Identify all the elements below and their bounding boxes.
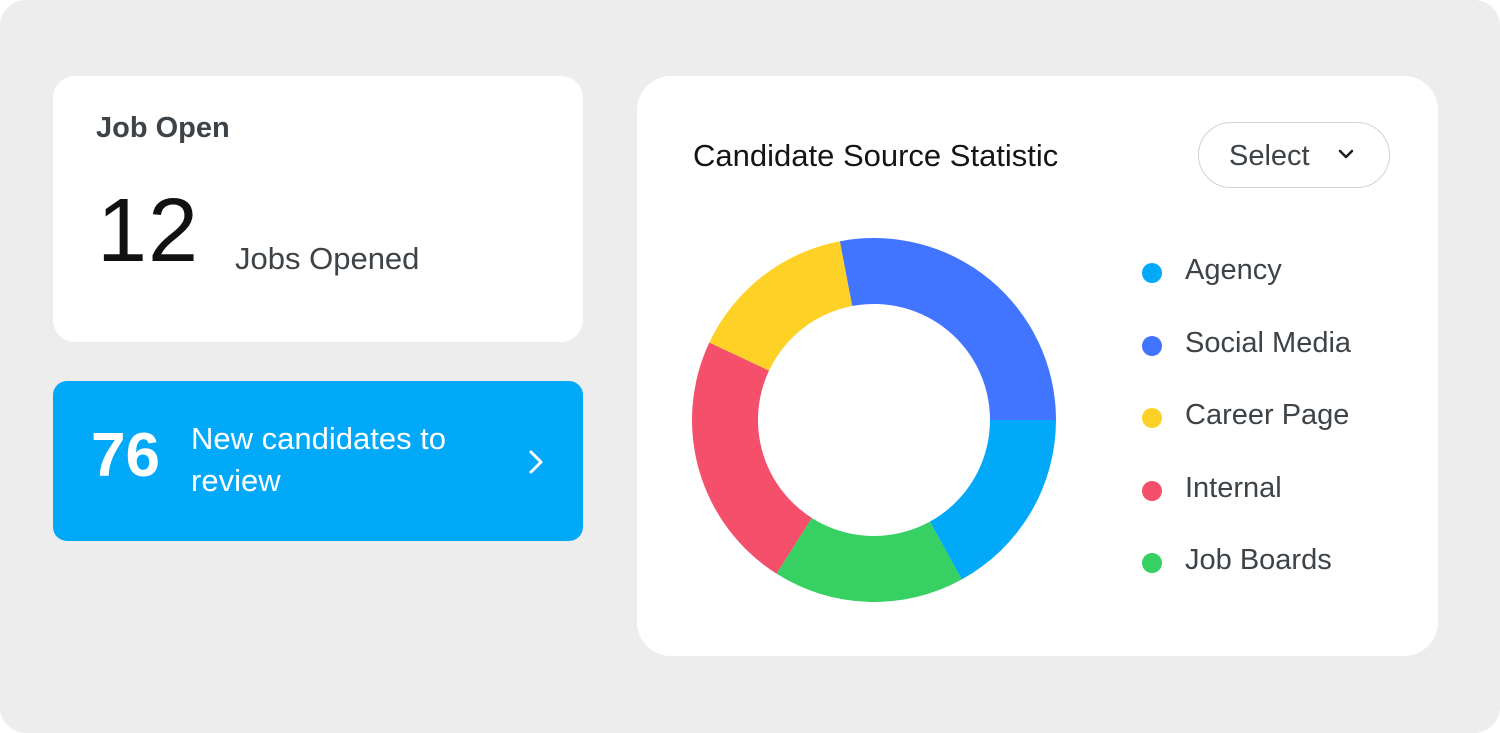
jobs-opened-label: Jobs Opened xyxy=(235,241,420,276)
legend-item-agency: Agency xyxy=(1142,254,1402,294)
job-open-title: Job Open xyxy=(96,112,230,144)
jobs-opened-count: 12 xyxy=(97,181,200,281)
chart-title: Candidate Source Statistic xyxy=(693,138,1059,173)
candidate-source-donut-chart xyxy=(692,238,1056,602)
donut-slice-job-boards xyxy=(776,517,962,602)
candidate-source-card: Candidate Source Statistic Select Agency… xyxy=(637,76,1438,656)
legend-label-job-boards: Job Boards xyxy=(1185,544,1332,576)
legend-item-internal: Internal xyxy=(1142,472,1402,512)
select-label: Select xyxy=(1229,140,1310,172)
donut-slice-social-media xyxy=(839,238,1056,420)
new-candidates-review-button[interactable]: 76 New candidates to review xyxy=(53,381,583,541)
chevron-right-icon xyxy=(529,450,543,474)
legend-dot-career-page xyxy=(1142,408,1162,428)
period-select-dropdown[interactable]: Select xyxy=(1198,122,1390,188)
legend-item-job-boards: Job Boards xyxy=(1142,544,1402,584)
job-open-card: Job Open 12 Jobs Opened xyxy=(53,76,583,342)
donut-slice-agency xyxy=(929,420,1056,580)
legend-label-social-media: Social Media xyxy=(1185,326,1352,359)
legend-label-career-page: Career Page xyxy=(1185,399,1350,431)
legend-item-career-page: Career Page xyxy=(1142,399,1402,439)
new-candidates-count: 76 xyxy=(91,421,160,490)
new-candidates-label: New candidates to review xyxy=(191,421,447,498)
legend-dot-agency xyxy=(1142,263,1162,283)
legend-dot-internal xyxy=(1142,480,1162,501)
donut-slice-internal xyxy=(692,342,812,574)
legend-label-internal: Internal xyxy=(1185,471,1282,504)
legend-dot-job-boards xyxy=(1142,553,1162,573)
legend-dot-social-media xyxy=(1142,335,1162,356)
donut-slice-career-page xyxy=(709,241,853,371)
chevron-down-icon xyxy=(1338,149,1354,159)
legend-item-social-media: Social Media xyxy=(1142,327,1402,367)
legend-label-agency: Agency xyxy=(1185,254,1282,286)
